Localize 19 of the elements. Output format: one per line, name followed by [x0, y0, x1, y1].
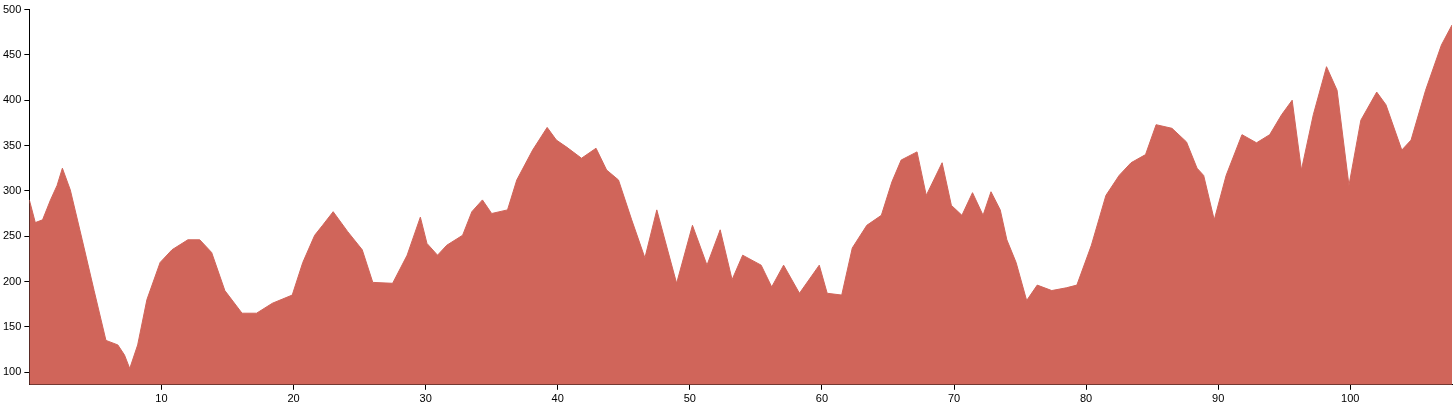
- x-tick-label: 50: [683, 392, 696, 405]
- y-tick-label: 100: [2, 365, 22, 378]
- y-tick-label: 200: [2, 274, 22, 287]
- x-tick-label: 60: [815, 392, 829, 405]
- x-tick-label: 20: [287, 392, 300, 405]
- y-tick-label: 500: [2, 2, 22, 15]
- y-tick-label: 300: [2, 183, 22, 196]
- x-tick-label: 90: [1212, 392, 1225, 405]
- x-tick-label: 10: [155, 392, 168, 405]
- x-tick-label: 30: [419, 392, 432, 405]
- y-tick-label: 400: [2, 93, 22, 106]
- x-tick-label: 100: [1341, 392, 1360, 405]
- x-tick-label: 80: [1079, 392, 1093, 405]
- y-tick-label: 150: [2, 319, 22, 332]
- x-tick-label: 40: [551, 392, 564, 405]
- y-tick-label: 450: [2, 47, 22, 60]
- y-tick-label: 250: [2, 229, 22, 242]
- y-tick-label: 350: [2, 138, 22, 151]
- x-tick-label: 70: [947, 392, 961, 405]
